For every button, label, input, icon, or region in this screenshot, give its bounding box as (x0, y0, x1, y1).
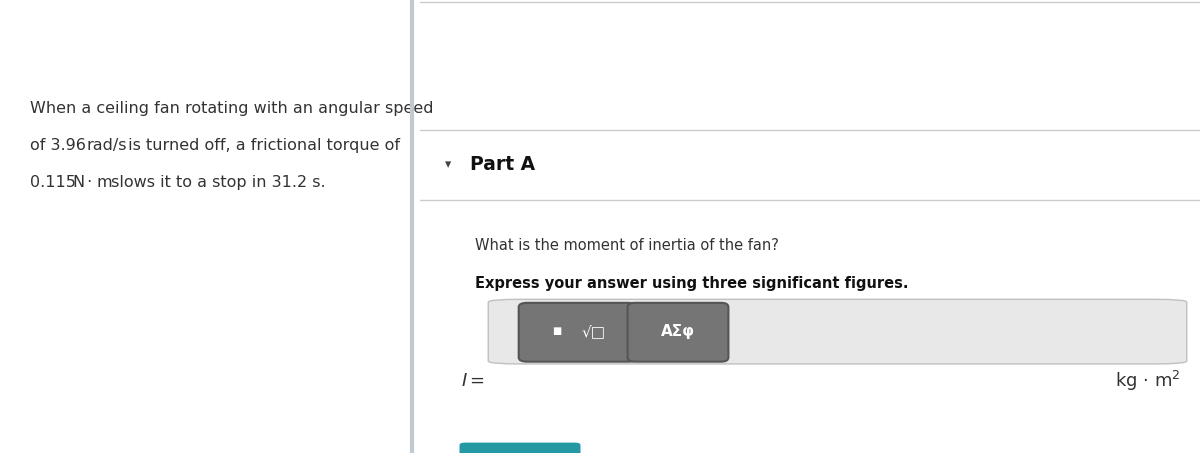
FancyBboxPatch shape (628, 303, 728, 361)
Text: N: N (72, 175, 84, 190)
Text: rad/s: rad/s (86, 138, 127, 153)
Text: is turned off, a frictional torque of: is turned off, a frictional torque of (124, 138, 400, 153)
Text: When a ceiling fan rotating with an angular speed: When a ceiling fan rotating with an angu… (30, 101, 433, 116)
FancyBboxPatch shape (488, 299, 1187, 364)
Text: of 3.96: of 3.96 (30, 138, 91, 153)
Text: ↺: ↺ (834, 325, 852, 338)
Text: ↻: ↻ (785, 322, 802, 341)
Text: What is the moment of inertia of the fan?: What is the moment of inertia of the fan… (475, 238, 779, 253)
FancyBboxPatch shape (518, 303, 636, 361)
Text: ·: · (82, 175, 97, 190)
Text: √□: √□ (581, 324, 605, 339)
Text: ↺: ↺ (734, 322, 751, 341)
Text: Express your answer using three significant figures.: Express your answer using three signific… (475, 276, 908, 291)
Text: AΣφ: AΣφ (661, 324, 695, 339)
Text: Part A: Part A (470, 155, 535, 174)
FancyBboxPatch shape (874, 316, 916, 347)
Text: ▾: ▾ (445, 159, 451, 172)
Text: ■: ■ (552, 326, 562, 336)
Text: kg $\cdot$ m$^{2}$: kg $\cdot$ m$^{2}$ (1115, 369, 1181, 393)
Text: $\mathit{I}=$: $\mathit{I}=$ (461, 372, 485, 390)
Text: slows it to a stop in 31.2 s.: slows it to a stop in 31.2 s. (106, 175, 325, 190)
FancyBboxPatch shape (460, 443, 581, 453)
Text: ?: ? (942, 322, 954, 341)
Text: m: m (96, 175, 112, 190)
Text: 0.115: 0.115 (30, 175, 82, 190)
